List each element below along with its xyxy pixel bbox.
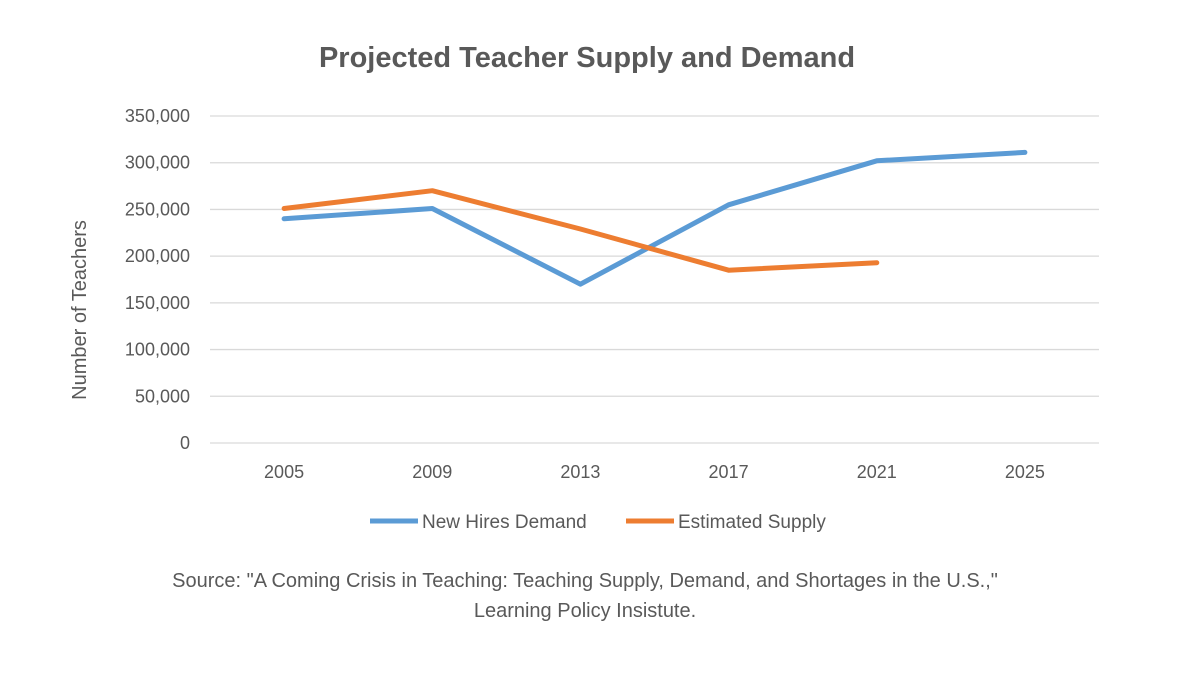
x-tick-label: 2013 [560, 462, 600, 482]
y-tick-label: 200,000 [125, 246, 190, 266]
y-tick-label: 350,000 [125, 106, 190, 126]
legend: New Hires Demand Estimated Supply [370, 512, 826, 533]
series-line-new-hires-demand [281, 149, 1028, 287]
x-axis-tick-labels: 2005 2009 2013 2017 2021 2025 [264, 462, 1045, 482]
y-axis-tick-labels: 0 50,000 100,000 150,000 200,000 250,000 300,0… [125, 106, 190, 453]
chart-title: Projected Teacher Supply and Demand [318, 42, 856, 74]
y-tick-label: 50,000 [135, 386, 190, 406]
x-tick-label: 2005 [264, 462, 304, 482]
y-tick-label: 0 [180, 433, 190, 453]
y-tick-label: 250,000 [125, 199, 190, 219]
legend-label: New Hires Demand [422, 512, 587, 533]
y-axis-label: Number of Teachers [69, 220, 91, 400]
series-line-estimated-supply [281, 188, 880, 273]
y-tick-label: 300,000 [125, 153, 190, 173]
x-tick-label: 2025 [1005, 462, 1045, 482]
x-tick-label: 2021 [857, 462, 897, 482]
legend-label: Estimated Supply [678, 512, 826, 533]
y-tick-label: 150,000 [125, 293, 190, 313]
x-tick-label: 2009 [412, 462, 452, 482]
series-lines [281, 149, 1028, 287]
x-tick-label: 2017 [709, 462, 749, 482]
y-tick-label: 100,000 [125, 340, 190, 360]
source-note: Source: "A Coming Crisis in Teaching: Te… [172, 570, 998, 622]
grid-lines [210, 115, 1099, 444]
